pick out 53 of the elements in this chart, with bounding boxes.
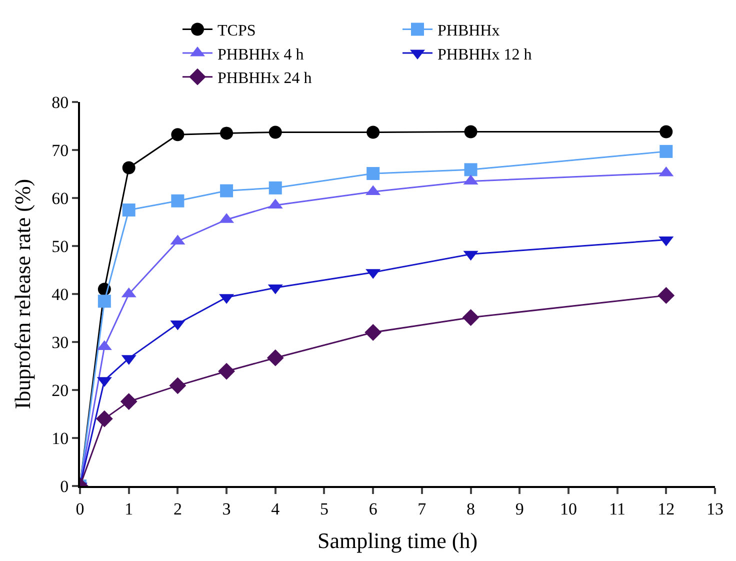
point (268, 181, 282, 194)
x-tick-label: 0 (76, 499, 84, 518)
legend-label: TCPS (218, 22, 256, 40)
point (98, 294, 111, 308)
x-tick-label: 7 (418, 499, 427, 518)
x-tick-label: 12 (658, 499, 675, 518)
legend-label: PHBHHx 24 h (218, 70, 312, 88)
x-tick-label: 4 (271, 499, 280, 518)
y-tick-label: 80 (52, 92, 69, 112)
y-tick-label: 40 (52, 284, 69, 304)
y-tick-label: 0 (60, 476, 69, 496)
point (122, 204, 136, 216)
point (464, 163, 478, 176)
x-tick-label: 5 (320, 499, 328, 518)
y-tick-label: 50 (52, 236, 69, 256)
x-axis-title: Sampling time (h) (317, 528, 478, 553)
point (171, 128, 184, 142)
x-tick-label: 10 (560, 499, 577, 518)
point (120, 393, 138, 410)
y-tick-label: 10 (52, 428, 69, 448)
legend-label: PHBHHx 12 h (438, 46, 532, 64)
point (660, 125, 673, 138)
point (366, 126, 380, 139)
point (464, 125, 478, 138)
x-tick-label: 3 (222, 499, 231, 518)
x-tick-label: 13 (706, 499, 724, 518)
legend-label: PHBHHx (438, 22, 500, 40)
point (122, 161, 136, 174)
point (660, 144, 673, 158)
y-tick-label: 30 (52, 332, 69, 352)
x-tick-label: 1 (124, 499, 134, 518)
y-tick-label: 70 (52, 140, 69, 160)
x-tick-label: 2 (173, 499, 182, 518)
point (658, 286, 675, 304)
point (266, 349, 284, 366)
point (169, 377, 186, 394)
x-tick-label: 8 (466, 499, 476, 518)
point (364, 324, 382, 341)
point (220, 184, 234, 198)
point (462, 309, 480, 326)
x-tick-label: 6 (368, 499, 378, 518)
y-axis-title: Ibuprofen release rate (%) (10, 178, 35, 410)
point (366, 167, 380, 180)
legend-label: PHBHHx 4 h (218, 46, 304, 64)
point (268, 126, 282, 139)
point (220, 126, 234, 140)
point (218, 362, 235, 380)
x-tick-label: 11 (609, 499, 626, 518)
x-tick-label: 9 (515, 499, 524, 518)
point (171, 194, 184, 208)
point (96, 410, 113, 428)
y-tick-label: 20 (52, 380, 69, 400)
y-tick-label: 60 (52, 188, 69, 208)
